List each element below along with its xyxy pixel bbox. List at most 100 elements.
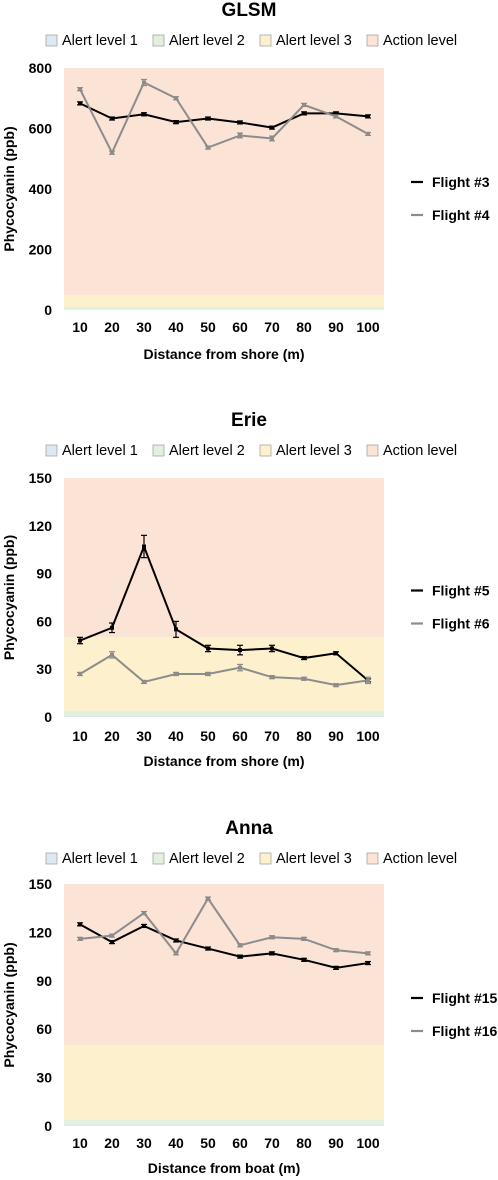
x-tick-label: 60 (232, 1135, 248, 1151)
x-tick-label: 30 (136, 319, 152, 335)
legend-swatch-3 (259, 444, 272, 457)
y-tick-label: 800 (29, 60, 53, 76)
legend-swatch-2 (152, 852, 165, 865)
data-point (110, 150, 114, 155)
legend-swatch-1 (45, 852, 58, 865)
data-point (270, 136, 274, 141)
data-point (302, 111, 306, 116)
series-line (79, 923, 369, 969)
data-point (270, 935, 274, 940)
x-tick-label: 10 (72, 1135, 88, 1151)
y-tick-label: 150 (29, 876, 53, 892)
x-tick-label: 20 (104, 319, 120, 335)
data-point (302, 102, 306, 107)
x-tick-label: 80 (296, 1135, 312, 1151)
band-4 (64, 884, 384, 1046)
legend-label: Alert level 1 (62, 851, 138, 867)
legend-swatch-4 (366, 852, 379, 865)
series-line (79, 653, 369, 687)
legend-label: Alert level 1 (62, 443, 138, 459)
chart-panel-anna: Anna Alert level 1 Alert level 2 Alert leve… (1, 818, 498, 1176)
band-3 (64, 1045, 384, 1120)
x-tick-label: 30 (136, 728, 152, 744)
data-point (366, 678, 370, 683)
y-tick-label: 0 (44, 709, 52, 725)
x-tick-label: 50 (200, 319, 216, 335)
data-point (206, 145, 210, 150)
data-point (302, 656, 306, 661)
legend-label: Action level (383, 443, 457, 459)
data-point (142, 80, 146, 85)
data-point (206, 946, 210, 951)
x-tick-label: 70 (264, 1135, 280, 1151)
x-tick-label: 40 (168, 1135, 184, 1151)
y-axis-label: Phycocyanin (ppb) (1, 535, 17, 660)
x-axis-label: Distance from boat (m) (148, 1160, 300, 1176)
band-2 (64, 1119, 384, 1125)
data-point (270, 646, 274, 651)
data-point (238, 133, 242, 138)
x-tick-label: 10 (72, 319, 88, 335)
x-tick-label: 40 (168, 319, 184, 335)
data-point (174, 627, 178, 632)
legend-label: Action level (383, 33, 457, 49)
band-2 (64, 710, 384, 716)
data-point (78, 936, 82, 941)
y-axis-label: Phycocyanin (ppb) (1, 942, 17, 1067)
y-tick-label: 120 (29, 518, 53, 534)
data-point (78, 922, 82, 927)
x-axis-label: Distance from shore (m) (143, 753, 304, 769)
x-tick-label: 80 (296, 319, 312, 335)
series-flight-15 (77, 922, 371, 970)
band-3 (64, 294, 384, 307)
data-point (206, 646, 210, 651)
data-point (334, 114, 338, 119)
legend-label: Alert level 3 (276, 33, 352, 49)
y-tick-label: 150 (29, 470, 53, 486)
data-point (238, 120, 242, 125)
x-axis-label: Distance from shore (m) (143, 346, 304, 362)
data-point (110, 116, 114, 121)
chart-panel-glsm: GLSM Alert level 1 Alert level 2 Alert leve… (1, 0, 490, 362)
data-point (238, 954, 242, 959)
y-tick-label: 30 (36, 1070, 52, 1086)
legend-swatch-2 (152, 34, 165, 47)
legend-label: Alert level 2 (169, 33, 245, 49)
data-point (366, 961, 370, 966)
x-tick-label: 60 (232, 728, 248, 744)
data-point (174, 938, 178, 943)
series-legend-label: Flight #3 (432, 174, 490, 190)
x-tick-label: 100 (356, 319, 380, 335)
data-point (270, 675, 274, 680)
y-tick-label: 600 (29, 121, 53, 137)
legend-swatch-4 (366, 444, 379, 457)
series-legend-label: Flight #15 (432, 990, 498, 1006)
x-tick-label: 80 (296, 728, 312, 744)
x-tick-label: 20 (104, 1135, 120, 1151)
y-axis-label: Phycocyanin (ppb) (1, 126, 17, 251)
legend-swatch-1 (45, 444, 58, 457)
series-legend-label: Flight #16 (432, 1023, 498, 1039)
data-point (238, 943, 242, 948)
chart-panel-erie: Erie Alert level 1 Alert level 2 Alert leve… (1, 410, 490, 769)
data-point (366, 951, 370, 956)
legend-swatch-3 (259, 34, 272, 47)
legend-swatch-4 (366, 34, 379, 47)
data-point (142, 911, 146, 916)
data-point (366, 131, 370, 136)
x-tick-label: 70 (264, 319, 280, 335)
x-tick-label: 90 (328, 1135, 344, 1151)
x-tick-label: 90 (328, 319, 344, 335)
x-tick-label: 40 (168, 728, 184, 744)
data-point (110, 940, 114, 945)
x-tick-label: 60 (232, 319, 248, 335)
legend-label: Alert level 1 (62, 33, 138, 49)
data-point (110, 933, 114, 938)
band-1 (64, 1124, 384, 1126)
x-tick-label: 20 (104, 728, 120, 744)
band-4 (64, 68, 384, 295)
data-point (334, 651, 338, 656)
y-tick-label: 200 (29, 242, 53, 258)
legend-label: Alert level 2 (169, 851, 245, 867)
